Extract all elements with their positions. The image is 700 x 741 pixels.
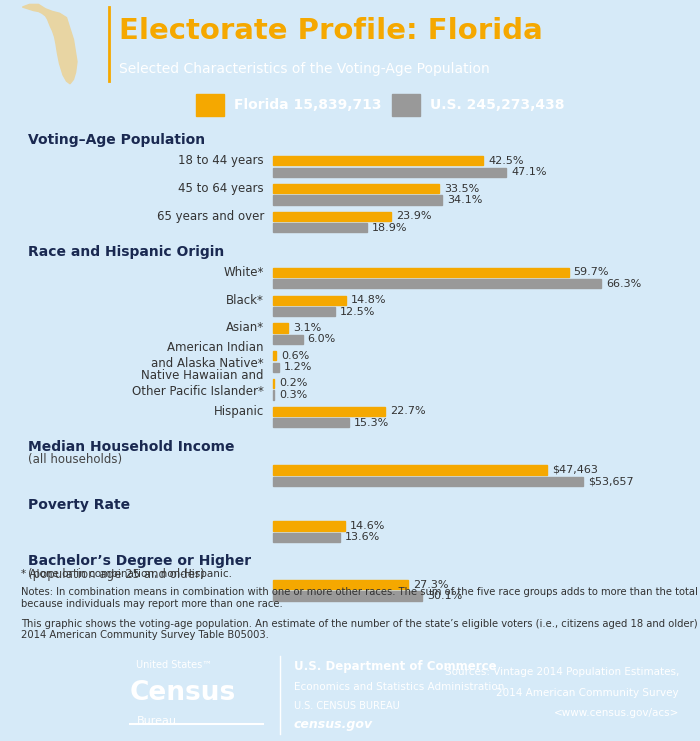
Bar (273, 196, 442, 205)
Text: Bureau: Bureau (136, 716, 176, 725)
Text: White*: White* (223, 266, 264, 279)
Bar (273, 533, 340, 542)
Text: census.gov: census.gov (294, 718, 373, 731)
Text: Asian*: Asian* (226, 322, 264, 334)
Text: 0.3%: 0.3% (279, 390, 307, 400)
Text: Race and Hispanic Origin: Race and Hispanic Origin (28, 245, 224, 259)
Text: 0.2%: 0.2% (279, 379, 307, 388)
Text: 33.5%: 33.5% (444, 184, 479, 193)
Bar (273, 335, 302, 344)
Text: 2014 American Community Survey: 2014 American Community Survey (496, 688, 679, 698)
Text: 27.3%: 27.3% (413, 579, 449, 590)
Bar (273, 307, 335, 316)
Text: Electorate Profile: Florida: Electorate Profile: Florida (119, 17, 542, 45)
Text: Black*: Black* (226, 293, 264, 307)
Text: Notes: In combination means in combination with one or more other races. The sum: Notes: In combination means in combinati… (21, 587, 700, 608)
Bar (273, 465, 547, 474)
Text: 18 to 44 years: 18 to 44 years (178, 154, 264, 167)
Bar (273, 268, 568, 277)
Text: United States™: United States™ (136, 660, 213, 670)
Bar (392, 94, 420, 116)
Text: 6.0%: 6.0% (307, 334, 336, 345)
Bar (273, 212, 391, 221)
Bar (273, 362, 279, 372)
Text: U.S. Department of Commerce: U.S. Department of Commerce (294, 660, 496, 674)
Text: This graphic shows the voting-age population. An estimate of the number of the s: This graphic shows the voting-age popula… (21, 619, 700, 640)
Bar (273, 279, 601, 288)
Text: 59.7%: 59.7% (573, 268, 609, 277)
Bar (273, 591, 422, 601)
Text: 45 to 64 years: 45 to 64 years (178, 182, 264, 195)
Text: Florida 15,839,713: Florida 15,839,713 (234, 99, 382, 112)
Bar (273, 296, 346, 305)
Text: Census: Census (130, 679, 236, 706)
Bar (196, 94, 224, 116)
Text: $47,463: $47,463 (552, 465, 598, 475)
Text: Bachelor’s Degree or Higher: Bachelor’s Degree or Higher (28, 554, 251, 568)
Text: 13.6%: 13.6% (345, 532, 381, 542)
Text: 22.7%: 22.7% (391, 406, 426, 416)
Text: American Indian
and Alaska Native*: American Indian and Alaska Native* (151, 341, 264, 370)
Bar (273, 167, 506, 177)
Text: Selected Characteristics of the Voting-Age Population: Selected Characteristics of the Voting-A… (119, 62, 490, 76)
Text: 12.5%: 12.5% (340, 307, 375, 316)
Bar (273, 379, 274, 388)
Text: 18.9%: 18.9% (372, 223, 407, 233)
Text: 23.9%: 23.9% (396, 211, 432, 222)
Text: Median Household Income: Median Household Income (28, 439, 235, 453)
Text: (all households): (all households) (28, 453, 122, 466)
Text: 1.2%: 1.2% (284, 362, 312, 372)
Text: 65 years and over: 65 years and over (157, 210, 264, 223)
Text: 15.3%: 15.3% (354, 418, 389, 428)
Text: Poverty Rate: Poverty Rate (28, 499, 130, 512)
Bar (273, 184, 439, 193)
Bar (273, 391, 274, 399)
Text: Native Hawaiian and
Other Pacific Islander*: Native Hawaiian and Other Pacific Island… (132, 369, 264, 398)
Text: Economics and Statistics Administration: Economics and Statistics Administration (294, 682, 505, 692)
Text: Sources: Vintage 2014 Population Estimates,: Sources: Vintage 2014 Population Estimat… (444, 668, 679, 677)
Polygon shape (22, 4, 77, 84)
Text: U.S. 245,273,438: U.S. 245,273,438 (430, 99, 565, 112)
Bar (273, 521, 345, 531)
Text: 30.1%: 30.1% (427, 591, 462, 601)
Bar (273, 476, 583, 486)
Text: 34.1%: 34.1% (447, 195, 482, 205)
Text: $53,657: $53,657 (588, 476, 634, 486)
Bar (273, 323, 288, 333)
Text: 14.6%: 14.6% (350, 521, 386, 531)
Text: 3.1%: 3.1% (293, 323, 321, 333)
Bar (273, 407, 386, 416)
Text: <www.census.gov/acs>: <www.census.gov/acs> (554, 708, 679, 718)
Text: Hispanic: Hispanic (214, 405, 264, 418)
Text: 47.1%: 47.1% (511, 167, 547, 177)
Text: 66.3%: 66.3% (606, 279, 641, 289)
Text: Voting–Age Population: Voting–Age Population (28, 133, 205, 147)
Bar (273, 580, 408, 589)
Text: U.S. CENSUS BUREAU: U.S. CENSUS BUREAU (294, 701, 400, 711)
Bar (273, 418, 349, 428)
Bar (273, 351, 276, 360)
Text: 14.8%: 14.8% (351, 295, 386, 305)
Text: * Alone or in combination, non-Hispanic.: * Alone or in combination, non-Hispanic. (21, 569, 232, 579)
Bar (273, 223, 367, 233)
Text: 42.5%: 42.5% (489, 156, 524, 166)
Text: (population age 25 and older): (population age 25 and older) (28, 568, 204, 580)
Bar (273, 156, 484, 165)
Text: 0.6%: 0.6% (281, 350, 309, 361)
